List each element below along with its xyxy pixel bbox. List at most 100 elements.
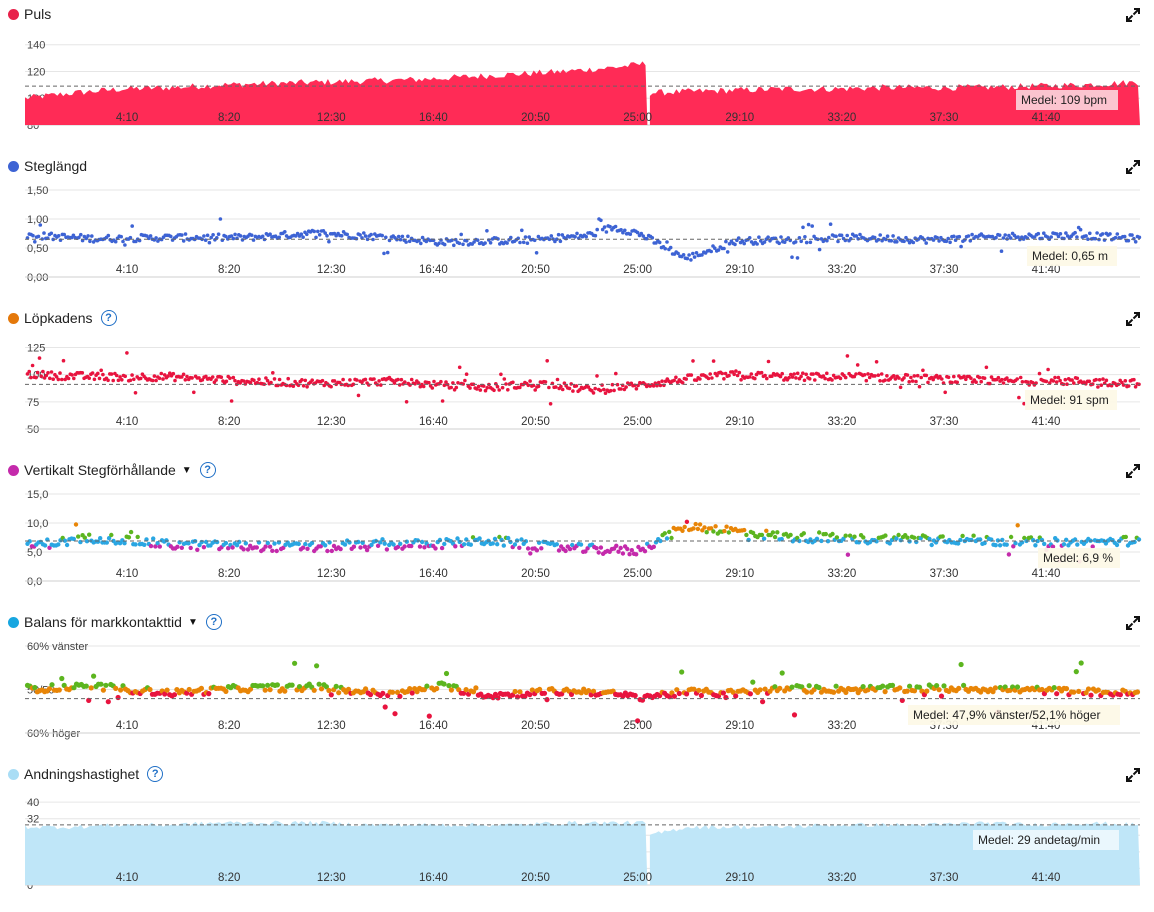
data-point bbox=[457, 365, 462, 370]
data-point bbox=[853, 686, 859, 692]
data-point bbox=[891, 234, 895, 238]
panel-puls: 801001201404:108:2012:3016:4020:5025:002… bbox=[0, 0, 1154, 152]
data-point bbox=[547, 385, 551, 390]
data-point bbox=[695, 526, 701, 532]
dropdown-caret-icon[interactable]: ▼ bbox=[181, 464, 192, 476]
data-point bbox=[180, 375, 184, 379]
chart-andning[interactable]: 08162432404:108:2012:3016:4020:5025:0029… bbox=[0, 760, 1154, 902]
data-point bbox=[181, 372, 186, 377]
data-point bbox=[32, 684, 38, 691]
data-point bbox=[750, 530, 756, 536]
x-tick-label: 29:10 bbox=[725, 416, 754, 428]
data-point bbox=[608, 388, 613, 393]
data-point bbox=[1039, 537, 1045, 543]
data-point bbox=[314, 235, 318, 240]
data-point bbox=[274, 548, 279, 554]
data-point bbox=[502, 377, 507, 381]
x-tick-label: 12:30 bbox=[317, 416, 346, 428]
data-point bbox=[1095, 231, 1099, 235]
data-point bbox=[333, 683, 339, 689]
data-point bbox=[409, 690, 415, 696]
data-point bbox=[185, 374, 189, 379]
expand-icon[interactable] bbox=[1124, 462, 1142, 480]
data-point bbox=[283, 230, 287, 234]
data-point bbox=[689, 258, 693, 262]
help-icon[interactable]: ? bbox=[199, 462, 216, 478]
expand-icon[interactable] bbox=[1124, 6, 1142, 24]
data-point bbox=[305, 385, 309, 389]
data-point bbox=[586, 688, 592, 694]
data-point bbox=[1087, 379, 1092, 384]
help-icon[interactable]: ? bbox=[147, 766, 164, 782]
data-point bbox=[49, 682, 55, 688]
data-point bbox=[231, 236, 236, 241]
chart-puls[interactable]: 801001201404:108:2012:3016:4020:5025:002… bbox=[0, 0, 1154, 152]
data-point bbox=[1137, 235, 1142, 240]
data-point bbox=[183, 232, 188, 236]
data-point bbox=[959, 244, 963, 249]
data-point bbox=[527, 692, 533, 698]
data-point bbox=[228, 376, 232, 380]
data-point bbox=[413, 382, 417, 386]
expand-icon[interactable] bbox=[1124, 310, 1142, 328]
dropdown-caret-icon[interactable]: ▼ bbox=[187, 616, 198, 628]
data-point bbox=[804, 689, 810, 695]
data-point bbox=[614, 543, 619, 548]
data-point bbox=[753, 376, 757, 381]
x-tick-label: 12:30 bbox=[317, 720, 346, 732]
data-point bbox=[495, 695, 501, 701]
expand-icon[interactable] bbox=[1124, 614, 1142, 632]
data-point bbox=[697, 522, 703, 527]
x-tick-label: 41:40 bbox=[1032, 112, 1061, 124]
data-point bbox=[662, 531, 667, 536]
data-point bbox=[351, 382, 356, 387]
data-point bbox=[147, 686, 153, 693]
data-point bbox=[885, 234, 890, 238]
data-point bbox=[645, 236, 649, 241]
data-point bbox=[499, 372, 503, 377]
data-point bbox=[282, 688, 288, 694]
data-point bbox=[153, 544, 158, 549]
data-point bbox=[657, 240, 662, 245]
help-icon[interactable]: ? bbox=[205, 614, 222, 630]
data-point bbox=[62, 538, 68, 543]
data-point bbox=[711, 359, 716, 363]
data-point bbox=[896, 532, 901, 538]
data-point bbox=[229, 399, 234, 403]
y-tick-label: 140 bbox=[27, 40, 45, 52]
data-point bbox=[118, 375, 122, 379]
data-point bbox=[544, 697, 550, 703]
data-point bbox=[1034, 381, 1038, 385]
chart-balans[interactable]: 60% vänster50/5060% höger4:108:2012:3016… bbox=[0, 608, 1154, 760]
data-point bbox=[106, 536, 112, 541]
panel-title-text: Balans för markkontakttid bbox=[24, 614, 182, 630]
data-point bbox=[715, 373, 719, 378]
help-icon[interactable]: ? bbox=[100, 310, 117, 326]
data-point bbox=[921, 368, 925, 373]
data-point bbox=[937, 239, 941, 243]
expand-icon[interactable] bbox=[1124, 158, 1142, 176]
data-point bbox=[1134, 689, 1141, 695]
data-point bbox=[120, 378, 124, 382]
data-point bbox=[37, 356, 42, 360]
data-point bbox=[249, 233, 254, 237]
data-point bbox=[66, 376, 71, 381]
data-point bbox=[459, 232, 464, 237]
data-point bbox=[593, 233, 598, 238]
data-point bbox=[593, 386, 597, 391]
data-point bbox=[186, 686, 192, 693]
data-point bbox=[391, 542, 396, 547]
data-point bbox=[226, 546, 231, 551]
data-point bbox=[1122, 234, 1127, 239]
expand-icon[interactable] bbox=[1124, 766, 1142, 784]
data-point bbox=[1006, 552, 1012, 557]
data-point bbox=[1133, 385, 1138, 389]
data-point bbox=[889, 682, 896, 688]
chart-vertikalt[interactable]: 0,0 5,0 10,0 15,0 4:10 8:20 12:30 16:40 20:50 25:… bbox=[0, 456, 1154, 608]
chart-steglangd[interactable]: 0,00 0,50 1,00 1,50 4:10 8:20 12:30 16:40 20:50 2… bbox=[0, 152, 1154, 304]
data-point bbox=[830, 378, 834, 382]
data-point bbox=[517, 545, 522, 550]
data-point bbox=[105, 699, 111, 705]
data-point bbox=[559, 384, 563, 389]
